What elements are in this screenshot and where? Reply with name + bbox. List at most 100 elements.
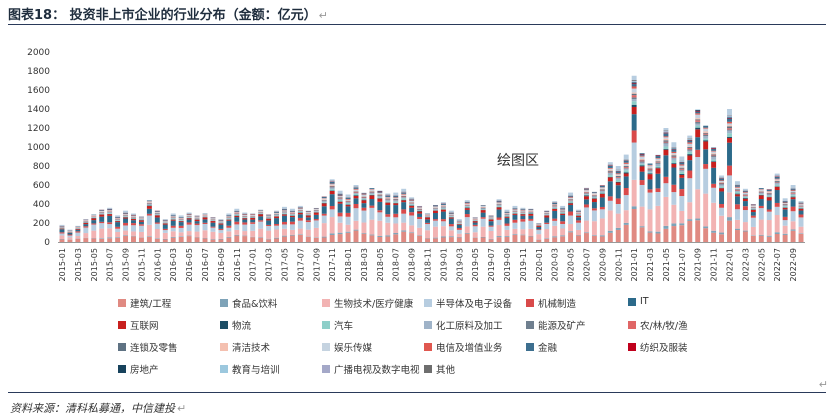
bar-segment xyxy=(305,222,311,230)
bar-segment xyxy=(210,227,216,232)
bar-segment xyxy=(99,221,105,224)
bar-segment xyxy=(671,184,677,193)
legend-swatch xyxy=(526,321,534,329)
bar-segment xyxy=(544,238,550,242)
bar-stack-2020-09 xyxy=(599,185,605,242)
bar-segment xyxy=(258,209,264,211)
bar-segment xyxy=(647,189,653,193)
bar-segment xyxy=(226,225,232,228)
bar-segment xyxy=(289,214,295,216)
bar-segment xyxy=(639,156,645,159)
bar-segment xyxy=(353,192,359,194)
bar-segment xyxy=(448,210,454,213)
bar-segment xyxy=(742,230,748,232)
bar-segment xyxy=(576,235,581,242)
bar-segment xyxy=(305,217,311,221)
bar-segment xyxy=(687,219,693,221)
bar-segment xyxy=(671,155,677,157)
bar-segment xyxy=(663,196,669,226)
bar-segment xyxy=(782,203,788,204)
bar-segment xyxy=(234,221,240,225)
bar-segment xyxy=(202,222,208,224)
bar-segment xyxy=(512,212,518,214)
y-tick-label: 200 xyxy=(33,219,50,229)
bar-segment xyxy=(162,223,168,225)
bar-segment xyxy=(417,213,423,217)
bar-segment xyxy=(647,172,653,174)
bar-segment xyxy=(123,230,129,236)
legend-item: 机械制造 xyxy=(526,296,576,310)
bar-segment xyxy=(774,176,780,179)
bar-segment xyxy=(520,215,526,220)
bar-segment xyxy=(170,215,176,217)
x-tick-label: 2020-09 xyxy=(598,248,607,281)
bar-segment xyxy=(798,206,804,208)
bar-segment xyxy=(798,217,804,227)
bar-segment xyxy=(385,199,391,202)
bar-segment xyxy=(377,195,383,197)
bar-segment xyxy=(282,214,287,216)
bar-segment xyxy=(393,234,399,242)
bar-segment xyxy=(560,215,566,222)
bar-segment xyxy=(655,231,661,234)
bar-segment xyxy=(703,168,709,194)
bar-segment xyxy=(297,234,303,235)
bar-segment xyxy=(631,82,637,84)
bar-segment xyxy=(742,210,748,223)
legend-label: 建筑/工程 xyxy=(130,299,172,310)
bar-segment xyxy=(329,184,335,186)
bar-segment xyxy=(242,212,248,214)
bar-segment xyxy=(361,210,367,223)
bar-segment xyxy=(59,233,65,236)
bar-stack-2020-08 xyxy=(591,191,597,242)
bar-segment xyxy=(146,215,152,225)
bar-segment xyxy=(591,195,597,197)
bar-segment xyxy=(297,234,303,242)
bar-segment xyxy=(679,167,685,169)
bar-segment xyxy=(91,238,97,242)
bar-segment xyxy=(719,182,725,184)
bar-segment xyxy=(250,214,256,216)
bar-segment xyxy=(703,132,709,134)
bar-segment xyxy=(615,175,621,177)
bar-segment xyxy=(321,198,327,200)
bar-segment xyxy=(337,216,343,223)
bar-segment xyxy=(599,209,605,219)
bar-segment xyxy=(496,209,502,218)
bar-stack-2015-06 xyxy=(99,209,105,242)
bar-segment xyxy=(202,216,208,217)
bar-stack-2021-07 xyxy=(679,156,685,242)
bar-segment xyxy=(790,197,796,200)
bar-segment xyxy=(711,232,717,242)
bar-segment xyxy=(297,214,303,218)
bar-segment xyxy=(766,200,772,210)
legend-item: 生物技术/医疗健康 xyxy=(322,296,413,310)
bar-segment xyxy=(663,141,669,143)
bar-segment xyxy=(210,217,216,219)
bar-segment xyxy=(774,184,780,187)
bar-segment xyxy=(560,213,566,216)
bar-segment xyxy=(480,226,486,237)
bar-segment xyxy=(162,228,168,231)
bar-segment xyxy=(750,209,756,213)
bar-segment xyxy=(790,189,796,191)
bar-stack-2017-04 xyxy=(274,210,279,242)
bar-stack-2017-12 xyxy=(337,190,343,242)
bar-segment xyxy=(289,221,295,225)
bar-segment xyxy=(154,238,160,239)
bar-segment xyxy=(115,215,121,217)
bar-segment xyxy=(178,222,184,226)
bar-segment xyxy=(719,181,725,183)
bar-segment xyxy=(440,209,446,212)
bar-segment xyxy=(377,196,383,198)
bar-segment xyxy=(266,226,272,231)
bar-segment xyxy=(242,222,248,225)
bar-segment xyxy=(695,123,701,126)
bar-segment xyxy=(377,212,383,221)
bar-segment xyxy=(734,194,740,197)
bar-segment xyxy=(186,224,192,232)
bar-stack-2021-01 xyxy=(631,75,637,242)
bar-segment xyxy=(202,219,208,223)
bar-segment xyxy=(671,142,677,148)
bar-segment xyxy=(123,215,129,217)
